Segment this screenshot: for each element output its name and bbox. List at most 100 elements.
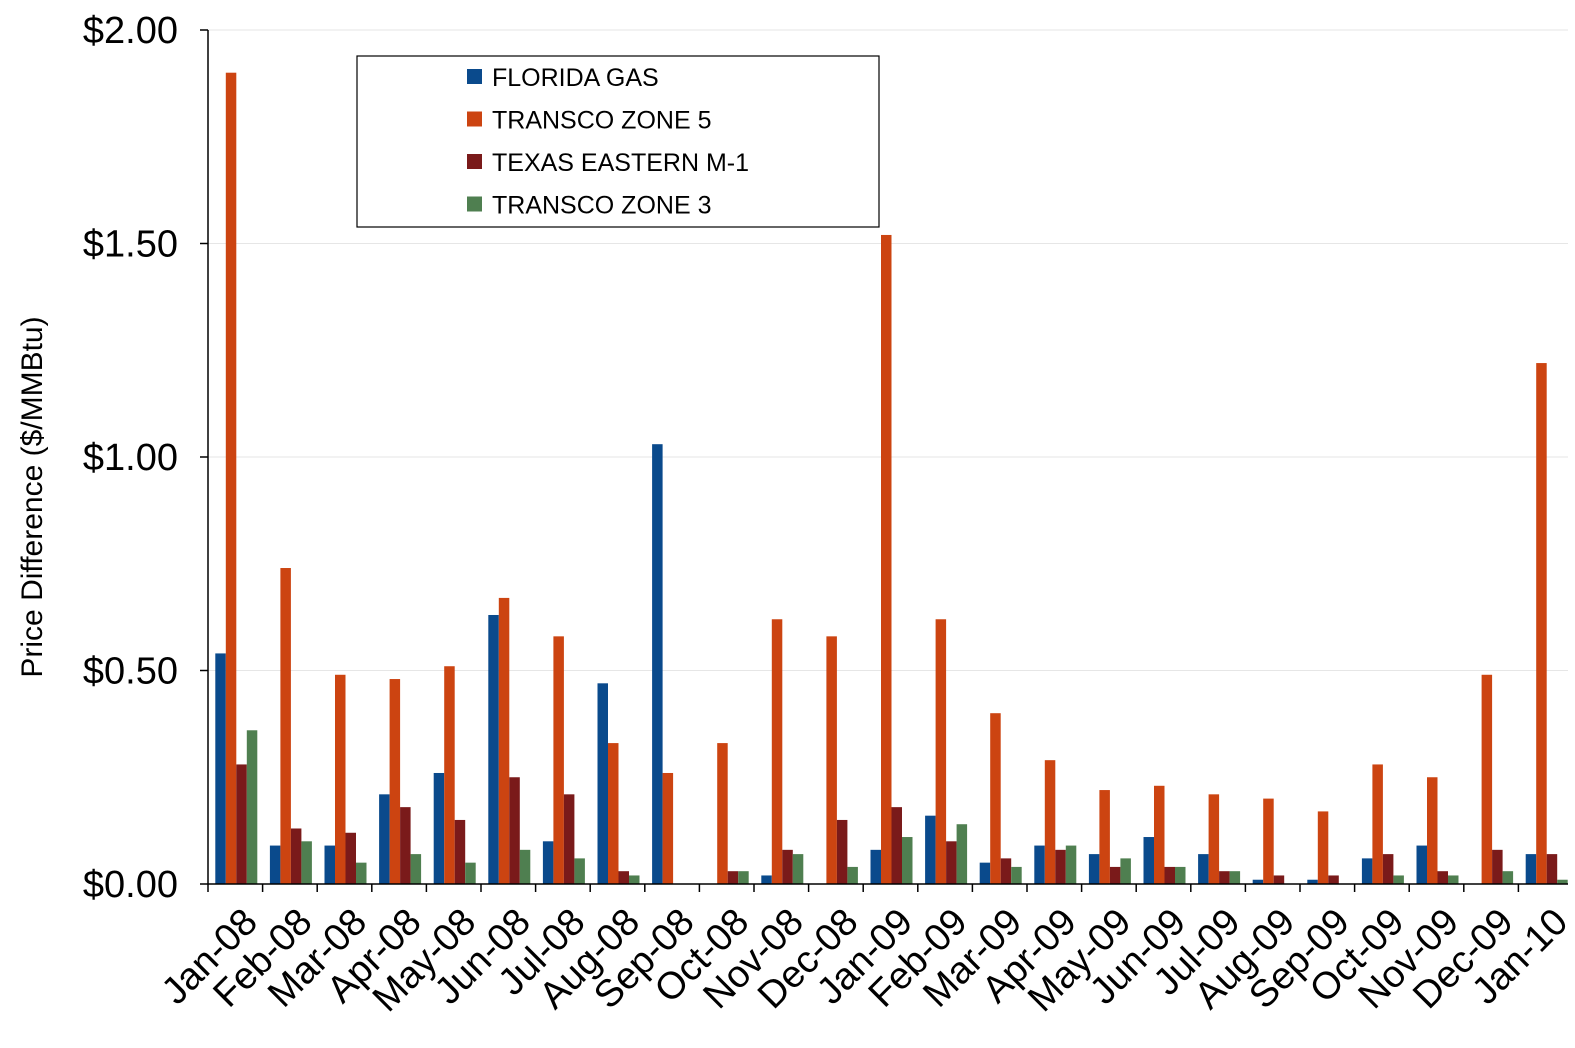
bar-texas-eastern-m-1-jul-09 (1219, 871, 1230, 884)
bar-florida-gas-may-09 (1088, 854, 1100, 884)
bar-texas-eastern-m-1-aug-08 (618, 871, 629, 884)
bar-transco-zone-3-mar-08 (356, 862, 367, 884)
bar-transco-zone-5-aug-09 (1263, 798, 1274, 884)
y-tick-label: $0.00 (83, 864, 178, 906)
bar-florida-gas-oct-09 (1361, 858, 1373, 884)
bar-florida-gas-jan-08 (215, 653, 226, 884)
bar-texas-eastern-m-1-may-08 (454, 819, 466, 884)
legend-box (356, 55, 880, 228)
bar-florida-gas-mar-09 (979, 862, 991, 884)
legend-label: TEXAS EASTERN M-1 (492, 149, 749, 177)
bar-florida-gas-may-08 (433, 772, 445, 884)
bar-transco-zone-5-apr-09 (1044, 760, 1056, 884)
bar-texas-eastern-m-1-aug-09 (1273, 875, 1285, 884)
bar-transco-zone-5-may-08 (444, 666, 455, 884)
bar-transco-zone-5-sep-08 (662, 772, 674, 884)
legend-swatch (467, 111, 482, 127)
bar-transco-zone-3-jan-10 (1557, 879, 1568, 884)
bar-transco-zone-3-mar-09 (1011, 866, 1022, 884)
bar-transco-zone-3-oct-09 (1393, 875, 1404, 884)
bar-texas-eastern-m-1-mar-09 (1000, 858, 1012, 884)
bar-texas-eastern-m-1-jul-08 (563, 794, 575, 884)
bar-texas-eastern-m-1-nov-09 (1437, 871, 1448, 884)
bar-transco-zone-5-oct-09 (1372, 764, 1383, 884)
bar-texas-eastern-m-1-jun-09 (1164, 866, 1175, 884)
legend-swatch (467, 196, 482, 212)
legend: FLORIDA GAS TRANSCO ZONE 5 TEXAS EASTERN M… (356, 55, 880, 228)
bar-transco-zone-5-dec-08 (826, 636, 837, 884)
bar-transco-zone-3-jan-09 (902, 837, 913, 884)
bar-transco-zone-5-feb-09 (935, 619, 947, 884)
bar-texas-eastern-m-1-dec-09 (1492, 849, 1503, 884)
y-tick-label: $0.50 (83, 651, 178, 693)
y-tick-label: $1.50 (83, 224, 178, 266)
bar-transco-zone-3-jul-08 (574, 858, 585, 884)
bar-florida-gas-aug-08 (597, 683, 608, 884)
legend-label: FLORIDA GAS (492, 64, 659, 92)
axes (200, 29, 1568, 892)
bar-florida-gas-jul-09 (1198, 854, 1209, 884)
bar-transco-zone-3-jun-09 (1175, 866, 1186, 884)
y-tick-label: $2.00 (83, 10, 178, 52)
bar-texas-eastern-m-1-apr-08 (400, 807, 411, 884)
bar-transco-zone-5-sep-09 (1317, 811, 1329, 884)
bar-florida-gas-jan-10 (1525, 854, 1537, 884)
bar-transco-zone-3-aug-08 (629, 875, 640, 884)
bar-texas-eastern-m-1-apr-09 (1055, 849, 1066, 884)
y-tick-labels: $0.00 $0.50 $1.00 $1.50 $2.00 (83, 10, 178, 906)
bar-transco-zone-5-mar-09 (990, 713, 1001, 884)
bar-florida-gas-nov-08 (761, 875, 772, 884)
bar-texas-eastern-m-1-oct-09 (1382, 854, 1394, 884)
bar-transco-zone-3-apr-09 (1065, 845, 1077, 884)
bar-transco-zone-5-jul-08 (553, 636, 564, 884)
bar-florida-gas-sep-08 (652, 444, 663, 884)
bar-texas-eastern-m-1-jan-10 (1546, 854, 1558, 884)
bar-transco-zone-5-nov-09 (1427, 777, 1438, 884)
bar-texas-eastern-m-1-jan-08 (236, 764, 247, 884)
bar-texas-eastern-m-1-nov-08 (782, 849, 793, 884)
bar-florida-gas-feb-08 (269, 845, 281, 884)
bar-transco-zone-3-oct-08 (738, 871, 749, 884)
bar-florida-gas-jun-09 (1143, 837, 1154, 884)
bar-transco-zone-5-may-09 (1099, 790, 1110, 884)
bar-transco-zone-3-may-08 (465, 862, 476, 884)
bar-texas-eastern-m-1-mar-08 (345, 832, 356, 884)
bar-transco-zone-3-jan-08 (246, 730, 258, 884)
bar-florida-gas-sep-09 (1307, 879, 1318, 884)
bar-transco-zone-5-jan-09 (881, 234, 892, 884)
bar-texas-eastern-m-1-dec-08 (836, 819, 848, 884)
bars (215, 72, 1568, 884)
bar-transco-zone-5-mar-08 (335, 674, 346, 884)
bar-transco-zone-3-feb-09 (956, 824, 968, 884)
bar-florida-gas-apr-09 (1034, 845, 1045, 884)
bar-transco-zone-3-dec-09 (1502, 871, 1514, 884)
bar-florida-gas-feb-09 (925, 815, 936, 884)
bar-texas-eastern-m-1-oct-08 (727, 871, 739, 884)
legend-label: TRANSCO ZONE 3 (492, 192, 711, 220)
bar-florida-gas-apr-08 (379, 794, 390, 884)
bar-florida-gas-nov-09 (1416, 845, 1427, 884)
bar-transco-zone-3-dec-08 (847, 866, 858, 884)
bar-texas-eastern-m-1-jan-09 (891, 807, 902, 884)
bar-transco-zone-3-nov-09 (1448, 875, 1459, 884)
y-tick-label: $1.00 (83, 437, 178, 479)
bar-transco-zone-5-nov-08 (771, 619, 783, 884)
bar-transco-zone-5-jan-08 (225, 72, 237, 884)
bar-texas-eastern-m-1-sep-09 (1328, 875, 1339, 884)
legend-swatch (467, 69, 482, 84)
bar-transco-zone-5-jun-08 (498, 597, 510, 884)
bar-florida-gas-jul-08 (542, 841, 554, 884)
bar-transco-zone-5-dec-09 (1481, 674, 1493, 884)
bar-texas-eastern-m-1-jun-08 (509, 777, 520, 884)
bar-transco-zone-3-jul-09 (1229, 871, 1241, 884)
bar-florida-gas-jan-09 (870, 849, 881, 884)
bar-florida-gas-mar-08 (324, 845, 335, 884)
legend-label: TRANSCO ZONE 5 (492, 107, 711, 135)
bar-transco-zone-3-jun-08 (519, 849, 531, 884)
bar-transco-zone-5-jun-09 (1154, 785, 1165, 884)
bar-transco-zone-5-feb-08 (280, 568, 291, 884)
bar-transco-zone-5-apr-08 (389, 679, 401, 884)
bar-transco-zone-3-feb-08 (301, 841, 312, 884)
